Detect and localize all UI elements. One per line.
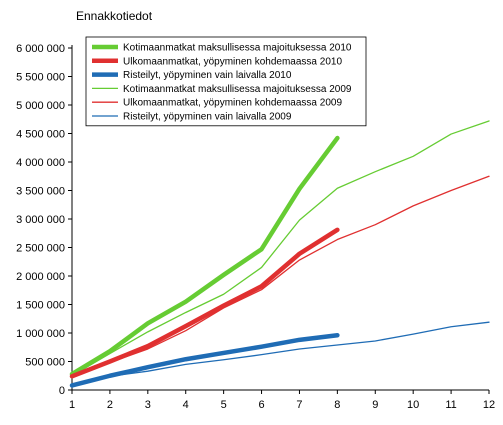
y-tick-label: 3 000 000	[16, 214, 65, 226]
series-line-1	[69, 135, 340, 377]
x-tick-label: 8	[334, 399, 340, 411]
y-tick-label: 4 500 000	[16, 129, 65, 141]
legend-label-6: Risteilyt, yöpyminen vain laivalla 2009	[123, 112, 292, 123]
chart-title: Ennakkotiedot	[76, 9, 153, 23]
y-tick-label: 1 500 000	[16, 300, 65, 312]
y-tick-label: 3 500 000	[16, 186, 65, 198]
x-tick-label: 4	[183, 399, 189, 411]
y-tick-label: 0	[59, 385, 65, 397]
x-tick-label: 12	[483, 399, 495, 411]
x-tick-label: 11	[445, 399, 456, 411]
series-line-2	[69, 227, 340, 379]
y-axis-ticks: 0 500 000 1 000 000 1 500 000 2 000 000 2 500…	[16, 43, 72, 397]
legend-label-3: Risteilyt, yöpyminen vain laivalla 2010	[123, 70, 292, 81]
x-tick-label: 10	[407, 399, 419, 411]
x-tick-label: 9	[372, 399, 378, 411]
x-tick-label: 2	[107, 399, 113, 411]
x-tick-label: 3	[145, 399, 151, 411]
y-tick-label: 2 000 000	[16, 271, 65, 283]
y-tick-label: 5 500 000	[16, 72, 65, 84]
series-line-6	[71, 321, 490, 387]
y-tick-label: 2 500 000	[16, 243, 65, 255]
y-tick-label: 4 000 000	[16, 157, 65, 169]
series-line-3	[69, 333, 340, 388]
series-line-5	[71, 175, 490, 378]
x-tick-label: 7	[296, 399, 302, 411]
legend-label-5: Ulkomaanmatkat, yöpyminen kohdemaassa 20…	[123, 98, 342, 109]
series-line-4	[71, 120, 490, 377]
x-tick-label: 5	[221, 399, 227, 411]
legend-box	[85, 36, 367, 127]
legend-label-4: Kotimaanmatkat maksullisessa majoitukses…	[123, 84, 352, 95]
x-tick-label: 1	[69, 399, 75, 411]
legend-label-2: Ulkomaanmatkat, yöpyminen kohdemaassa 20…	[123, 56, 342, 67]
x-axis-ticks: 1 2 3 4 5 6 7 8 9 10 11 12	[69, 390, 495, 411]
legend-label-1: Kotimaanmatkat maksullisessa majoitukses…	[123, 43, 352, 54]
y-tick-label: 500 000	[25, 357, 65, 369]
y-tick-label: 1 000 000	[16, 328, 65, 340]
series-layer	[69, 120, 490, 388]
x-tick-label: 6	[258, 399, 264, 411]
legend: Kotimaanmatkat maksullisessa majoitukses…	[85, 36, 367, 127]
y-tick-label: 6 000 000	[16, 43, 65, 55]
y-tick-label: 5 000 000	[16, 100, 65, 112]
